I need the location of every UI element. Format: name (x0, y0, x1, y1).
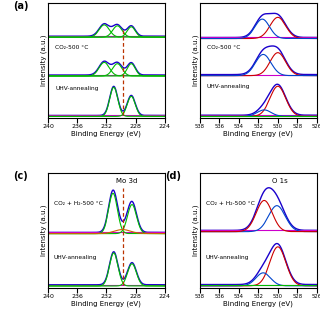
Text: (a): (a) (13, 1, 28, 11)
Y-axis label: Intensity (a.u.): Intensity (a.u.) (40, 35, 47, 86)
Y-axis label: Intensity (a.u.): Intensity (a.u.) (192, 35, 198, 86)
Y-axis label: Intensity (a.u.): Intensity (a.u.) (192, 205, 198, 256)
Text: UHV-annealing: UHV-annealing (54, 255, 97, 260)
Text: CO₂-500 °C: CO₂-500 °C (207, 45, 240, 50)
X-axis label: Binding Energy (eV): Binding Energy (eV) (223, 131, 293, 137)
Text: CO₂-500 °C: CO₂-500 °C (55, 45, 88, 50)
Text: Mo 3d: Mo 3d (116, 179, 137, 185)
Text: UHV-annealing: UHV-annealing (207, 84, 250, 89)
Text: (d): (d) (165, 171, 181, 181)
Text: UHV-annealing: UHV-annealing (55, 86, 98, 92)
X-axis label: Binding Energy (eV): Binding Energy (eV) (223, 300, 293, 307)
Text: UHV-annealing: UHV-annealing (206, 255, 249, 260)
Text: CO₂ + H₂-500 °C: CO₂ + H₂-500 °C (206, 201, 255, 206)
Text: O 1s: O 1s (272, 179, 288, 185)
Text: CO₂ + H₂-500 °C: CO₂ + H₂-500 °C (54, 201, 103, 206)
X-axis label: Binding Energy (eV): Binding Energy (eV) (71, 300, 141, 307)
X-axis label: Binding Energy (eV): Binding Energy (eV) (71, 131, 141, 137)
Text: (c): (c) (13, 171, 28, 181)
Y-axis label: Intensity (a.u.): Intensity (a.u.) (40, 205, 47, 256)
